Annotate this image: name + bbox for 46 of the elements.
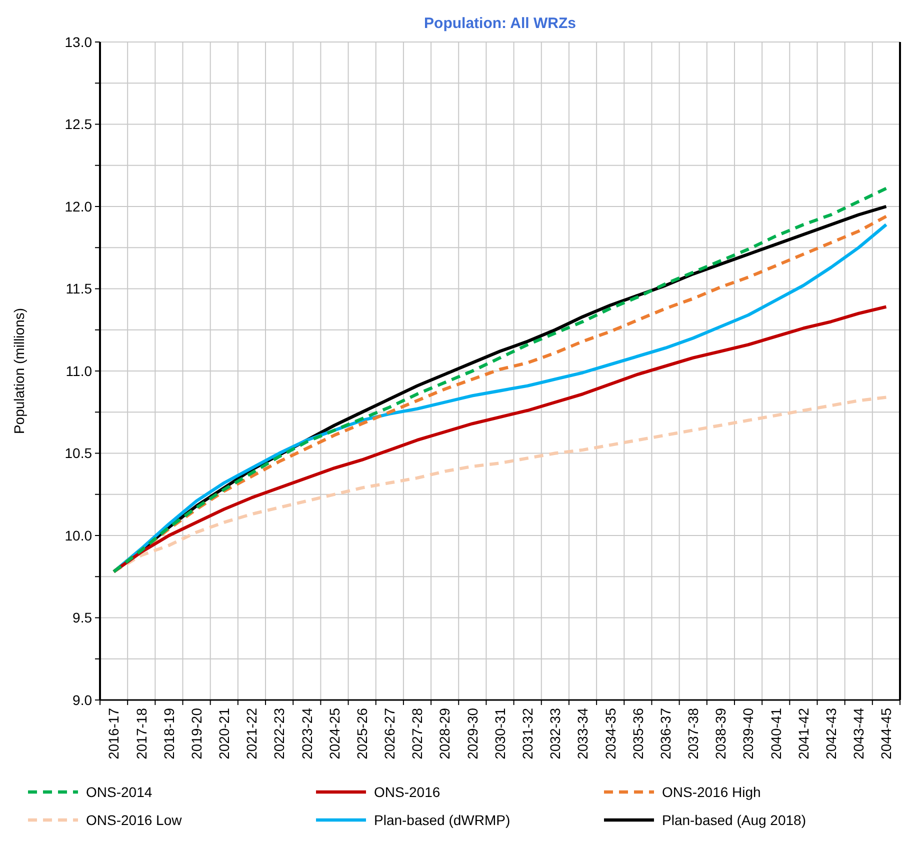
y-tick-label: 10.0 [64,527,92,544]
x-tick-label: 2017-18 [133,708,150,760]
x-tick-label: 2032-33 [547,708,564,760]
y-tick-label: 9.0 [72,692,92,708]
x-tick-label: 2043-44 [850,708,867,760]
x-tick-label: 2044-45 [878,708,894,760]
x-tick-label: 2038-39 [712,708,729,760]
y-tick-label: 12.5 [64,116,92,132]
x-tick-label: 2030-31 [492,708,508,760]
x-tick-label: 2028-29 [436,708,453,760]
x-tick-label: 2020-21 [216,708,232,760]
legend-label: ONS-2016 [374,784,440,800]
x-tick-label: 2019-20 [188,708,204,760]
y-tick-label: 9.5 [72,610,92,626]
chart-title: Population: All WRZs [424,15,576,32]
x-tick-label: 2031-32 [519,708,536,760]
x-tick-label: 2022-23 [271,708,288,760]
x-tick-label: 2016-17 [106,708,122,760]
x-tick-label: 2026-27 [382,708,398,760]
x-tick-label: 2035-36 [630,708,646,760]
x-tick-label: 2042-43 [822,708,839,760]
x-tick-label: 2029-30 [464,708,480,760]
y-tick-label: 11.0 [66,362,92,379]
x-tick-label: 2018-19 [160,708,177,760]
x-tick-label: 2024-25 [326,708,342,760]
y-tick-label: 13.0 [64,34,92,50]
legend-label: Plan-based (dWRMP) [374,812,510,828]
x-tick-label: 2034-35 [602,708,618,760]
y-tick-label: 10.5 [64,445,92,462]
legend-label: Plan-based (Aug 2018) [662,812,806,828]
x-tick-label: 2027-28 [409,708,426,760]
legend-label: ONS-2016 High [662,784,761,800]
x-tick-label: 2041-42 [795,708,812,760]
x-tick-label: 2036-37 [657,708,674,760]
legend-label: ONS-2014 [86,784,152,800]
x-tick-label: 2033-34 [574,708,591,760]
x-tick-label: 2037-38 [685,708,702,760]
y-tick-label: 11.5 [66,280,92,297]
x-tick-label: 2039-40 [740,708,756,760]
x-tick-label: 2025-26 [354,708,370,760]
y-axis-title: Population (millions) [11,308,27,434]
x-tick-label: 2040-41 [768,708,784,760]
x-tick-label: 2021-22 [244,708,260,760]
legend-label: ONS-2016 Low [86,812,183,828]
x-tick-label: 2023-24 [298,708,315,760]
y-tick-label: 12.0 [64,198,92,214]
